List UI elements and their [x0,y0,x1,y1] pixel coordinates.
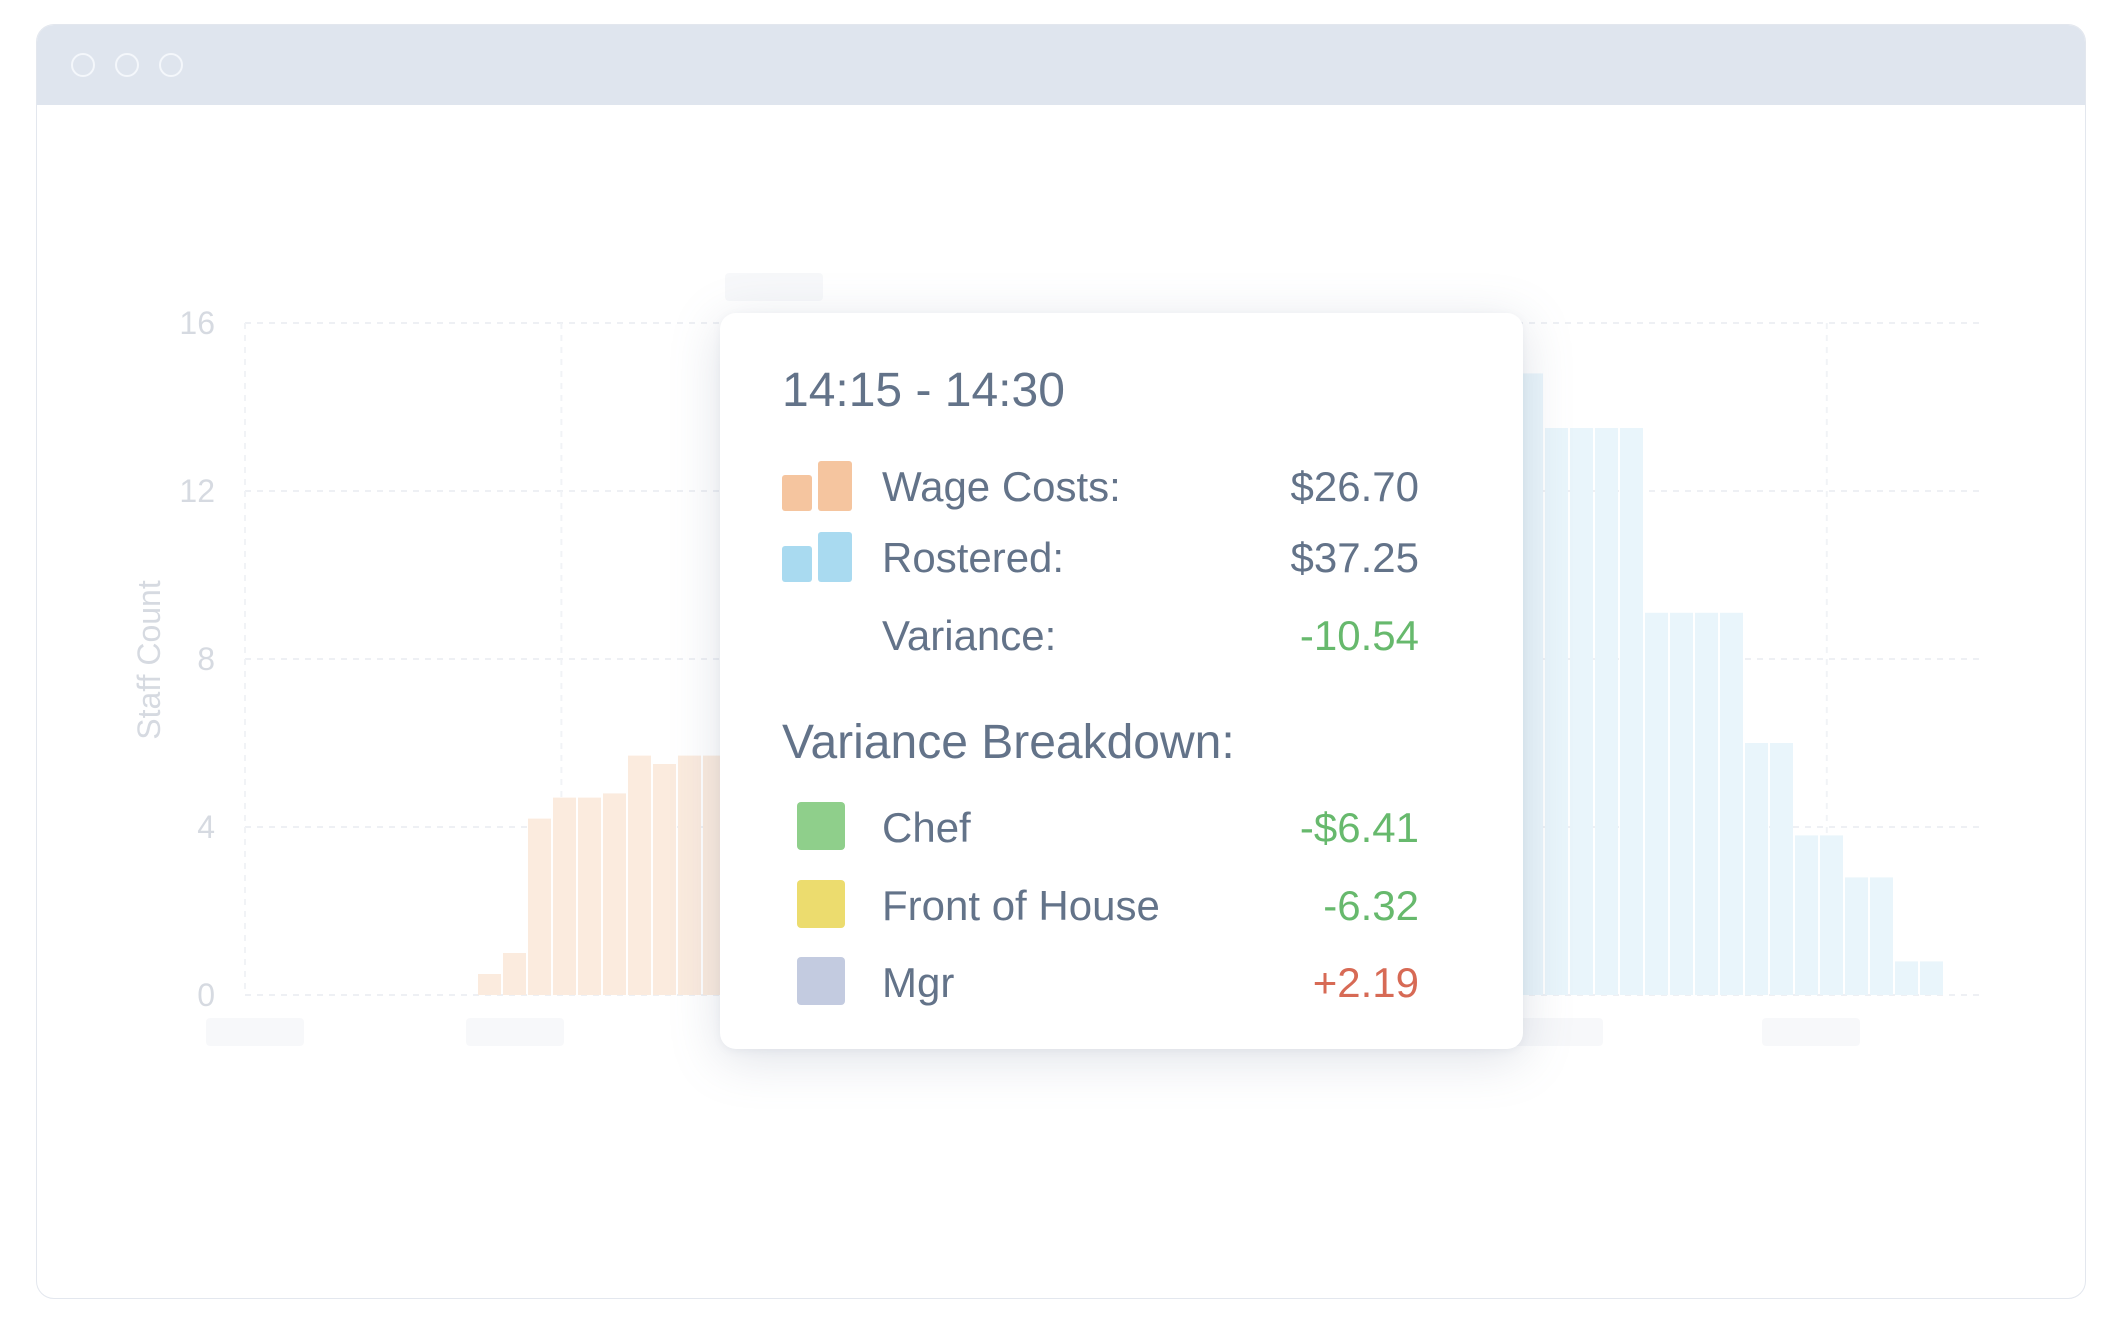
rostered-bar [1920,961,1943,995]
wage-cost-bar [628,755,651,995]
rostered-bar [1820,835,1843,995]
maximize-window-icon[interactable] [159,53,183,77]
variance-row: Variance: -10.54 [720,604,1523,664]
mgr-label: Mgr [882,959,955,1006]
x-tick-label-placeholder [1505,1018,1603,1046]
browser-window [36,24,2086,1299]
rostered-bar [1720,612,1743,995]
rostered-bar [1570,428,1593,995]
y-tick-label: 4 [197,809,215,845]
wage-cost-bar [578,797,601,995]
close-window-icon[interactable] [71,53,95,77]
y-tick-label: 0 [197,977,215,1013]
wage-cost-bar [678,755,701,995]
wage-cost-bar [503,953,526,995]
mgr-color-swatch [797,957,845,1005]
chef-value: -$6.41 [1299,804,1419,851]
tooltip-time-range: 14:15 - 14:30 [782,364,1065,417]
wage-cost-bar [528,818,551,995]
header-label-placeholder [725,273,823,301]
rostered-row: Rostered: $37.25 [720,526,1523,586]
rostered-legend-icon [782,532,852,582]
x-tick-label-placeholder [466,1018,564,1046]
rostered-bar [1520,373,1543,995]
chef-label: Chef [882,804,971,851]
y-axis-label: Staff Count [131,580,167,740]
breakdown-row-front-of-house: Front of House -6.32 [720,874,1523,934]
wage-cost-bar [553,797,576,995]
rostered-label: Rostered: [882,534,1065,581]
x-tick-label-placeholder [1762,1018,1860,1046]
wage-costs-legend-icon [782,461,852,511]
front-of-house-value: -6.32 [1323,882,1419,929]
wage-cost-bar [603,793,626,995]
y-tick-label: 12 [179,473,215,509]
rostered-bar [1845,877,1868,995]
rostered-bar [1670,612,1693,995]
wage-cost-bar [478,974,501,995]
rostered-bar [1895,961,1918,995]
rostered-bar [1595,428,1618,995]
wage-cost-bar [653,764,676,995]
rostered-bar [1695,612,1718,995]
minimize-window-icon[interactable] [115,53,139,77]
breakdown-row-chef: Chef -$6.41 [720,796,1523,856]
y-tick-label: 16 [179,305,215,341]
rostered-bar [1545,428,1568,995]
wage-costs-label: Wage Costs: [882,463,1121,510]
wage-costs-value: $26.70 [1290,463,1419,510]
rostered-bar [1645,612,1668,995]
rostered-bar [1770,743,1793,995]
wage-costs-row: Wage Costs: $26.70 [720,455,1523,515]
rostered-bar [1620,428,1643,995]
rostered-bar [1795,835,1818,995]
rostered-bar [1870,877,1893,995]
variance-label: Variance: [882,612,1057,659]
front-of-house-color-swatch [797,880,845,928]
variance-value: -10.54 [1299,612,1419,659]
x-tick-label-placeholder [206,1018,304,1046]
y-tick-label: 8 [197,641,215,677]
variance-tooltip: 14:15 - 14:30 Wage Costs: $26.70 Rostere… [720,313,1523,1049]
front-of-house-label: Front of House [882,882,1160,929]
rostered-bar [1745,743,1768,995]
variance-breakdown-title: Variance Breakdown: [782,716,1235,769]
mgr-value: +2.19 [1312,959,1419,1006]
rostered-value: $37.25 [1290,534,1419,581]
chef-color-swatch [797,802,845,850]
window-titlebar [37,25,2085,105]
breakdown-row-mgr: Mgr +2.19 [720,951,1523,1011]
